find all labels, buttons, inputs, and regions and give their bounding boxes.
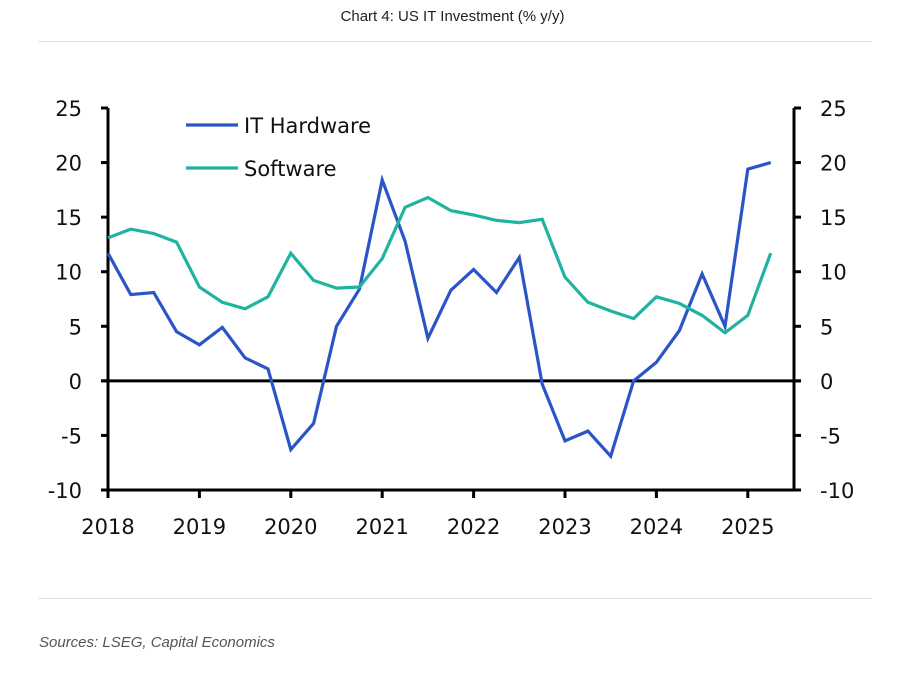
legend: IT Hardware Software	[186, 114, 371, 181]
legend-label: IT Hardware	[244, 114, 371, 138]
right-y-tick-label: 0	[820, 370, 833, 394]
left-y-tick-label: 5	[69, 315, 82, 339]
right-y-tick-label: 20	[820, 152, 847, 176]
x-tick-label: 2024	[630, 515, 683, 539]
source-note: Sources: LSEG, Capital Economics	[39, 634, 275, 651]
legend-label: Software	[244, 157, 337, 181]
series-line-it-hardware	[106, 161, 772, 460]
top-divider	[38, 41, 872, 42]
x-tick-label: 2023	[538, 515, 591, 539]
x-tick-label: 2020	[264, 515, 317, 539]
x-tick-label: 2018	[81, 515, 134, 539]
left-y-tick-label: -5	[61, 424, 82, 448]
left-y-tick-label: 10	[55, 261, 82, 285]
x-tick-label: 2019	[173, 515, 226, 539]
x-tick-label: 2021	[355, 515, 408, 539]
chart-title: Chart 4: US IT Investment (% y/y)	[340, 8, 565, 25]
left-y-tick-label: 0	[69, 370, 82, 394]
right-y-tick-label: 25	[820, 97, 847, 121]
right-y-tick-label: 10	[820, 261, 847, 285]
right-y-tick-label: 15	[820, 206, 847, 230]
left-y-tick-label: 15	[55, 206, 82, 230]
bottom-divider	[38, 598, 872, 599]
left-y-tick-label: 20	[55, 152, 82, 176]
left-y-tick-label: -10	[48, 479, 82, 503]
series-layer	[106, 161, 773, 460]
x-tick-label: 2022	[447, 515, 500, 539]
right-y-tick-label: -10	[820, 479, 854, 503]
series-line-software	[107, 195, 773, 335]
right-y-tick-label: -5	[820, 424, 841, 448]
right-y-tick-label: 5	[820, 315, 833, 339]
left-y-tick-label: 25	[55, 97, 82, 121]
x-tick-label: 2025	[721, 515, 774, 539]
